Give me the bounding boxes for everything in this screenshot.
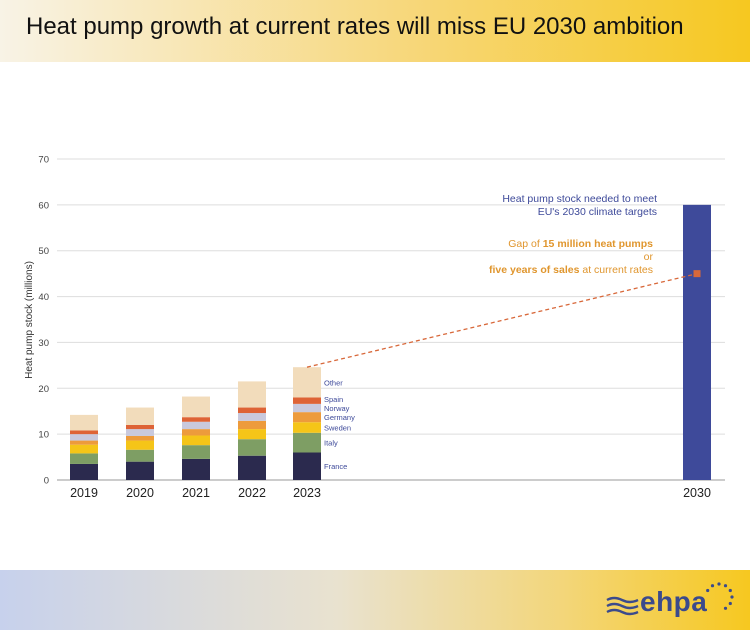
bar-2022-norway bbox=[238, 413, 266, 421]
y-tick-label: 30 bbox=[38, 338, 49, 349]
trend-marker-2030 bbox=[693, 270, 701, 278]
bar-2019-france bbox=[70, 463, 98, 480]
bar-2021-other bbox=[182, 396, 210, 418]
x-tick-label-2030: 2030 bbox=[683, 486, 711, 500]
bar-2019-spain bbox=[70, 430, 98, 435]
bar-2022-sweden bbox=[238, 429, 266, 440]
header-banner: Heat pump growth at current rates will m… bbox=[0, 0, 750, 62]
waves-icon bbox=[606, 596, 639, 616]
bar-2023-other bbox=[293, 367, 321, 398]
x-tick-label-2019: 2019 bbox=[70, 486, 98, 500]
bar-2019-other bbox=[70, 414, 98, 431]
y-tick-label: 60 bbox=[38, 200, 49, 211]
x-tick-label-2022: 2022 bbox=[238, 486, 266, 500]
bar-2021-norway bbox=[182, 421, 210, 430]
series-label-other: Other bbox=[324, 378, 343, 387]
series-label-france: France bbox=[324, 462, 347, 471]
bar-2019-italy bbox=[70, 453, 98, 464]
bar-2019-sweden bbox=[70, 444, 98, 454]
trend-projection bbox=[306, 270, 701, 368]
bar-2022-other bbox=[238, 381, 266, 408]
y-tick-label: 70 bbox=[38, 155, 49, 166]
target-annotation-line1: Heat pump stock needed to meet bbox=[502, 193, 657, 205]
page-title: Heat pump growth at current rates will m… bbox=[26, 13, 684, 40]
series-label-germany: Germany bbox=[324, 413, 355, 422]
bar-2030-target bbox=[683, 204, 711, 480]
bar-2023-germany bbox=[293, 412, 321, 423]
y-tick-label: 40 bbox=[38, 292, 49, 303]
y-tick-label: 10 bbox=[38, 430, 49, 441]
ehpa-logo: ehpa bbox=[606, 582, 736, 626]
y-tick-label: 20 bbox=[38, 384, 49, 395]
gap-annotation-line2: or bbox=[644, 251, 654, 263]
bar-2021-germany bbox=[182, 429, 210, 436]
bar-2021-france bbox=[182, 458, 210, 480]
series-label-norway: Norway bbox=[324, 404, 350, 413]
y-tick-label: 50 bbox=[38, 246, 49, 257]
series-label-spain: Spain bbox=[324, 395, 343, 404]
target-annotation-line2: EU's 2030 climate targets bbox=[538, 206, 657, 218]
target-2030 bbox=[683, 204, 711, 480]
bar-2021-spain bbox=[182, 417, 210, 422]
trend-line bbox=[306, 273, 698, 368]
bar-2019-germany bbox=[70, 440, 98, 445]
bar-2023-sweden bbox=[293, 422, 321, 433]
footer-banner: ehpa bbox=[0, 570, 750, 630]
bar-2020-norway bbox=[126, 429, 154, 436]
x-axis: 2019 2020 2021 2022 2023 2030 bbox=[70, 486, 711, 500]
bar-2023-france bbox=[293, 452, 321, 480]
bar-2020-france bbox=[126, 461, 154, 480]
x-tick-label-2021: 2021 bbox=[182, 486, 210, 500]
gap-annotation-line1: Gap of 15 million heat pumps bbox=[508, 238, 653, 250]
gap-annotation-line3: five years of sales at current rates bbox=[489, 264, 653, 276]
bar-2021-sweden bbox=[182, 435, 210, 446]
y-axis: 0 10 20 30 40 50 60 70 bbox=[38, 155, 725, 487]
bar-2020-italy bbox=[126, 449, 154, 462]
bar-2023-italy bbox=[293, 432, 321, 453]
bar-2023-spain bbox=[293, 397, 321, 404]
stacked-bars bbox=[70, 367, 321, 480]
eu-stars-icon bbox=[706, 582, 734, 610]
bar-2020-germany bbox=[126, 435, 154, 441]
bar-2022-italy bbox=[238, 439, 266, 456]
grid-lines bbox=[57, 158, 725, 435]
x-tick-label-2020: 2020 bbox=[126, 486, 154, 500]
bar-2020-sweden bbox=[126, 440, 154, 450]
y-axis-label: Heat pump stock (millions) bbox=[24, 261, 35, 379]
series-label-sweden: Sweden bbox=[324, 423, 351, 432]
y-tick-label: 0 bbox=[44, 476, 49, 487]
bar-2020-other bbox=[126, 407, 154, 425]
bar-2022-france bbox=[238, 455, 266, 480]
bar-2019-norway bbox=[70, 434, 98, 441]
bar-2023-norway bbox=[293, 403, 321, 413]
bar-2022-germany bbox=[238, 420, 266, 430]
bar-2022-spain bbox=[238, 407, 266, 414]
bar-2021-italy bbox=[182, 445, 210, 459]
annotations: Heat pump stock needed to meet EU's 2030… bbox=[489, 193, 657, 276]
bar-2020-spain bbox=[126, 424, 154, 430]
x-tick-label-2023: 2023 bbox=[293, 486, 321, 500]
logo-text: ehpa bbox=[640, 586, 708, 617]
series-label-italy: Italy bbox=[324, 439, 338, 448]
